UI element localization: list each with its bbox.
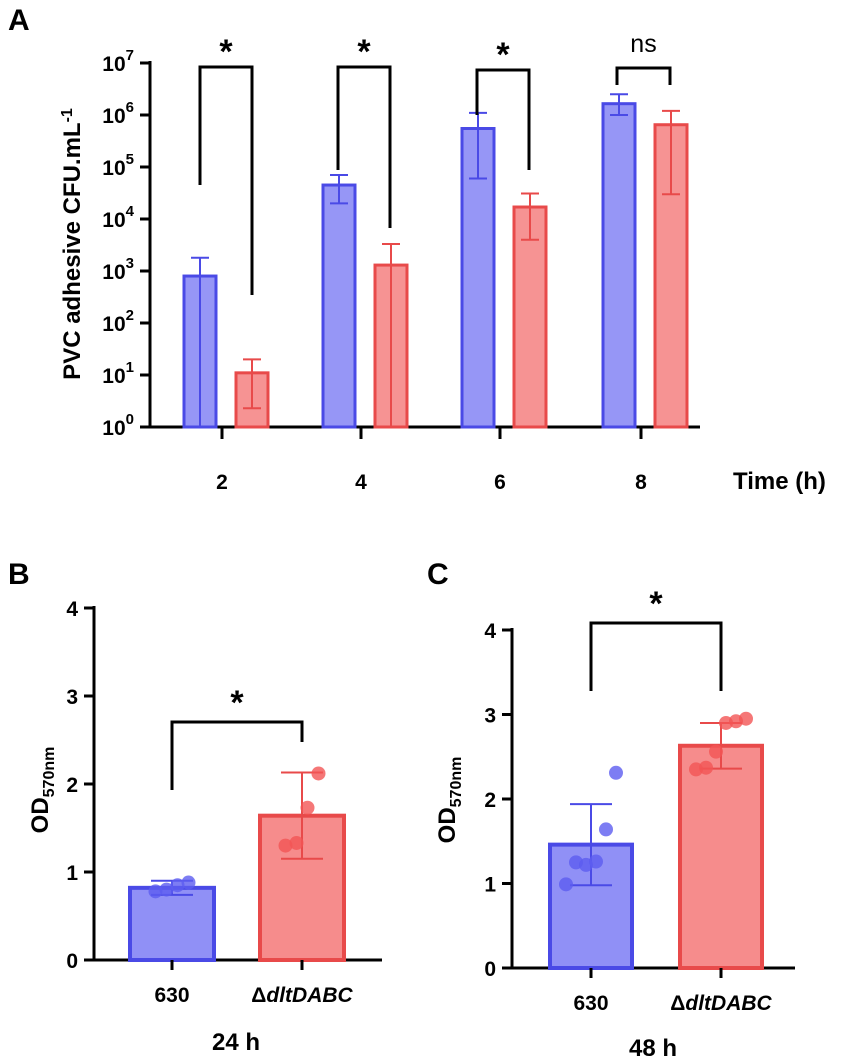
- data-point: [278, 838, 293, 853]
- bar: [321, 183, 357, 429]
- significance-label: *: [219, 33, 233, 71]
- y-tick-label: 0: [66, 950, 78, 973]
- x-tick-label: 4: [355, 471, 367, 494]
- x-axis-label: 24 h: [212, 1029, 260, 1056]
- significance-label: ns: [630, 30, 656, 58]
- y-axis-label: OD570nm: [434, 757, 465, 844]
- data-point: [599, 822, 613, 837]
- data-point: [289, 835, 304, 850]
- x-axis-label: 48 h: [629, 1035, 677, 1062]
- x-axis-label: Time (h): [733, 468, 826, 495]
- x-tick-label: 2: [216, 471, 228, 494]
- data-point: [170, 878, 185, 893]
- data-point: [609, 765, 623, 780]
- x-tick-label: 630: [154, 984, 189, 1007]
- y-tick-label: 102: [102, 307, 134, 336]
- y-tick-label: 103: [102, 255, 134, 284]
- data-point: [559, 877, 573, 892]
- y-tick-label: 4: [66, 598, 78, 621]
- data-point: [311, 766, 326, 781]
- panel-a: A 100 101 102 103 104 105 106 107 2 4 6 8 * * * ns PV…: [8, 4, 826, 495]
- significance-bracket: [336, 65, 392, 228]
- x-tick-label: 8: [635, 471, 647, 494]
- data-point: [159, 882, 174, 897]
- y-tick-label: 106: [102, 99, 134, 128]
- y-tick-label: 105: [102, 151, 134, 180]
- panel-letter-c: C: [427, 558, 449, 591]
- data-point: [589, 854, 603, 869]
- data-point: [300, 800, 315, 815]
- significance-label: *: [230, 684, 244, 722]
- y-tick-label: 3: [484, 705, 496, 728]
- y-tick-label: 2: [66, 774, 78, 797]
- panel-b: B 0 1 2 3 4 630 ΔdltDABC * OD570nm 24 h: [8, 558, 382, 1056]
- panel-c: C 0 1 2 3 4 630 ΔdltDABC * OD570nm 48 h: [427, 558, 795, 1062]
- significance-label: *: [496, 36, 510, 74]
- y-tick-label: 101: [102, 359, 134, 388]
- y-tick-label: 3: [66, 686, 78, 709]
- significance-label: *: [357, 33, 371, 71]
- significance-bracket: [589, 621, 723, 691]
- y-tick-label: 2: [484, 789, 496, 812]
- data-point: [148, 884, 163, 899]
- x-tick-label: 6: [494, 471, 506, 494]
- x-tick-label: ΔdltDABC: [670, 992, 772, 1015]
- significance-bracket: [198, 65, 254, 295]
- significance-bracket: [170, 720, 304, 790]
- significance-bracket: [615, 66, 672, 85]
- y-tick-label: 4: [484, 620, 496, 643]
- x-tick-label: 630: [573, 992, 608, 1015]
- bar: [128, 885, 216, 963]
- bar: [601, 102, 637, 429]
- bar: [512, 205, 548, 429]
- data-point: [181, 875, 196, 890]
- significance-bracket: [475, 68, 531, 170]
- data-point: [709, 744, 723, 759]
- data-point: [739, 711, 753, 726]
- bar: [678, 743, 764, 971]
- panel-letter-b: B: [8, 558, 30, 591]
- y-tick-label: 1: [66, 862, 78, 885]
- y-axis-label: OD570nm: [27, 747, 58, 834]
- y-tick-label: 100: [102, 411, 134, 440]
- x-tick-label: ΔdltDABC: [251, 984, 353, 1007]
- y-tick-label: 104: [102, 203, 134, 232]
- panel-letter-a: A: [8, 4, 30, 37]
- y-tick-label: 0: [484, 958, 496, 981]
- y-tick-label: 1: [484, 874, 496, 897]
- data-point: [699, 760, 713, 775]
- y-tick-label: 107: [102, 47, 134, 76]
- significance-label: *: [649, 585, 663, 623]
- y-axis-label: PVC adhesive CFU.mL-1: [59, 108, 87, 380]
